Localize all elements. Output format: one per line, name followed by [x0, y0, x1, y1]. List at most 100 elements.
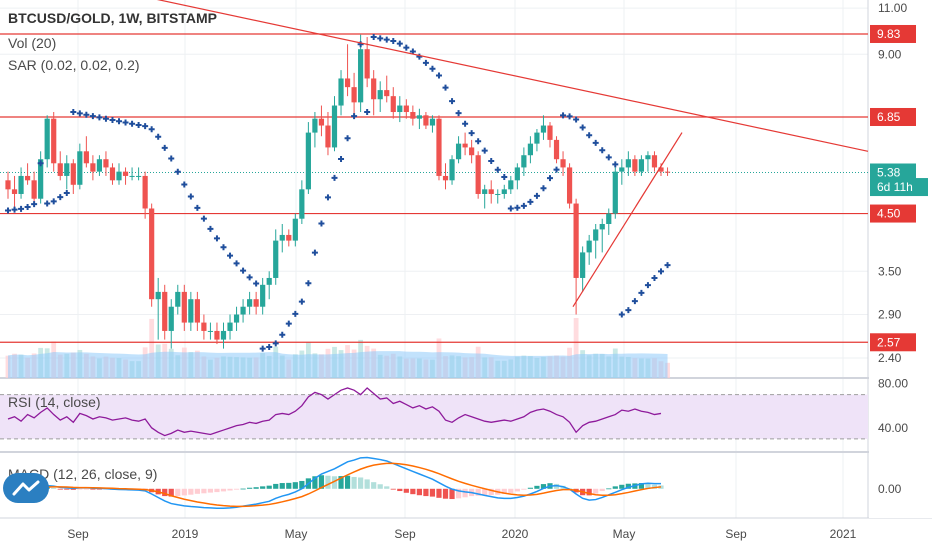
candle-body	[573, 203, 579, 278]
candle-body	[638, 159, 645, 172]
volume-bars	[5, 318, 670, 378]
macd-histogram-bar	[651, 484, 658, 489]
sar-dot	[357, 41, 364, 48]
macd-histogram-bar	[606, 488, 612, 490]
candle-body	[168, 306, 174, 331]
rsi-pane	[0, 387, 868, 440]
sar-series	[5, 34, 671, 352]
candle-body	[233, 314, 240, 323]
sar-dot	[63, 189, 70, 196]
volume-legend[interactable]: Vol (20)	[8, 35, 57, 51]
macd-histogram-bar	[286, 482, 292, 489]
sar-dot	[351, 113, 358, 120]
sar-dot	[5, 207, 11, 214]
candle-body	[521, 155, 527, 168]
sar-dot	[527, 198, 534, 205]
sar-dot	[31, 201, 38, 208]
time-tick-label: Sep	[394, 527, 416, 541]
macd-histogram-bar	[436, 488, 442, 498]
sar-dot	[220, 244, 227, 251]
candle-body	[142, 175, 148, 209]
candle-body	[116, 171, 122, 181]
macd-histogram-bar	[207, 488, 214, 493]
sar-dot	[109, 117, 116, 124]
sar-dot	[44, 200, 51, 207]
macd-histogram-bar	[540, 484, 547, 489]
sar-dot	[520, 202, 527, 209]
level-price-tag	[870, 24, 916, 43]
macd-histogram-bar	[168, 488, 174, 497]
candle-body	[266, 277, 272, 285]
candle-body	[397, 105, 403, 113]
level-price-label: 9.83	[877, 27, 901, 41]
macd-histogram-bar	[482, 488, 488, 496]
sar-dot	[207, 225, 214, 232]
sar-dot	[566, 113, 573, 120]
sar-dot	[592, 139, 599, 146]
candle-body	[625, 159, 631, 168]
candle-body	[619, 167, 625, 172]
macd-histogram-bar	[397, 488, 403, 492]
sar-dot	[540, 185, 547, 192]
level-price-tag	[870, 204, 916, 223]
tradingview-logo-icon[interactable]	[3, 473, 49, 503]
macd-histogram-bar	[90, 488, 96, 490]
macd-histogram-bar	[403, 488, 409, 493]
rsi-legend[interactable]: RSI (14, close)	[8, 394, 101, 410]
candle-body	[469, 147, 475, 156]
candle-body	[384, 90, 390, 97]
candle-body	[24, 175, 31, 181]
candle-body	[547, 125, 553, 140]
candle-body	[651, 155, 658, 168]
trendlines	[156, 0, 869, 308]
cloud-icon	[12, 480, 40, 496]
candle-body	[149, 208, 155, 300]
macd-histogram-bar	[344, 475, 351, 489]
candle-body	[220, 330, 227, 340]
candle-body	[240, 306, 246, 315]
price-tick-label: 9.00	[878, 47, 902, 61]
candle-body	[488, 189, 494, 194]
candle-body	[436, 118, 442, 176]
sar-dot	[579, 124, 586, 131]
sar-dot	[116, 118, 123, 125]
candle-body	[83, 151, 89, 164]
candle-body	[312, 118, 318, 133]
sar-legend[interactable]: SAR (0.02, 0.02, 0.2)	[8, 57, 140, 73]
last-price-tag	[870, 163, 916, 182]
candle-body	[371, 78, 377, 100]
macd-histogram-bar	[162, 488, 168, 497]
sar-dot	[129, 120, 136, 127]
candle-body	[338, 78, 344, 106]
macd-histogram-bar	[292, 482, 298, 489]
candle-body	[11, 189, 18, 194]
time-axis[interactable]: Sep 2019 May Sep 2020 May Sep 2021	[67, 527, 856, 541]
sar-dot	[638, 289, 645, 296]
sar-dot	[11, 206, 18, 213]
candle-body	[318, 118, 325, 126]
sar-dot	[396, 40, 403, 47]
sar-dot	[664, 262, 671, 269]
macd-histogram-bar	[371, 482, 377, 489]
macd-histogram-bar	[619, 484, 625, 489]
candle-body	[593, 229, 599, 241]
sar-dot	[135, 121, 142, 128]
sar-dot	[266, 343, 273, 350]
candle-body	[64, 163, 70, 176]
candle-body	[136, 175, 142, 177]
candle-body	[77, 151, 83, 185]
time-tick-label: 2020	[502, 527, 529, 541]
macd-histogram-bar	[220, 488, 227, 492]
macd-histogram-bar	[279, 483, 285, 489]
rsi-line	[7, 387, 662, 437]
sar-dot	[658, 268, 664, 275]
sar-dot	[76, 110, 83, 117]
candle-body	[331, 105, 338, 148]
sar-dot	[416, 53, 423, 60]
macd-histogram-bar	[645, 483, 651, 489]
candle-body	[566, 167, 573, 204]
macd-histogram-bar	[462, 488, 468, 498]
